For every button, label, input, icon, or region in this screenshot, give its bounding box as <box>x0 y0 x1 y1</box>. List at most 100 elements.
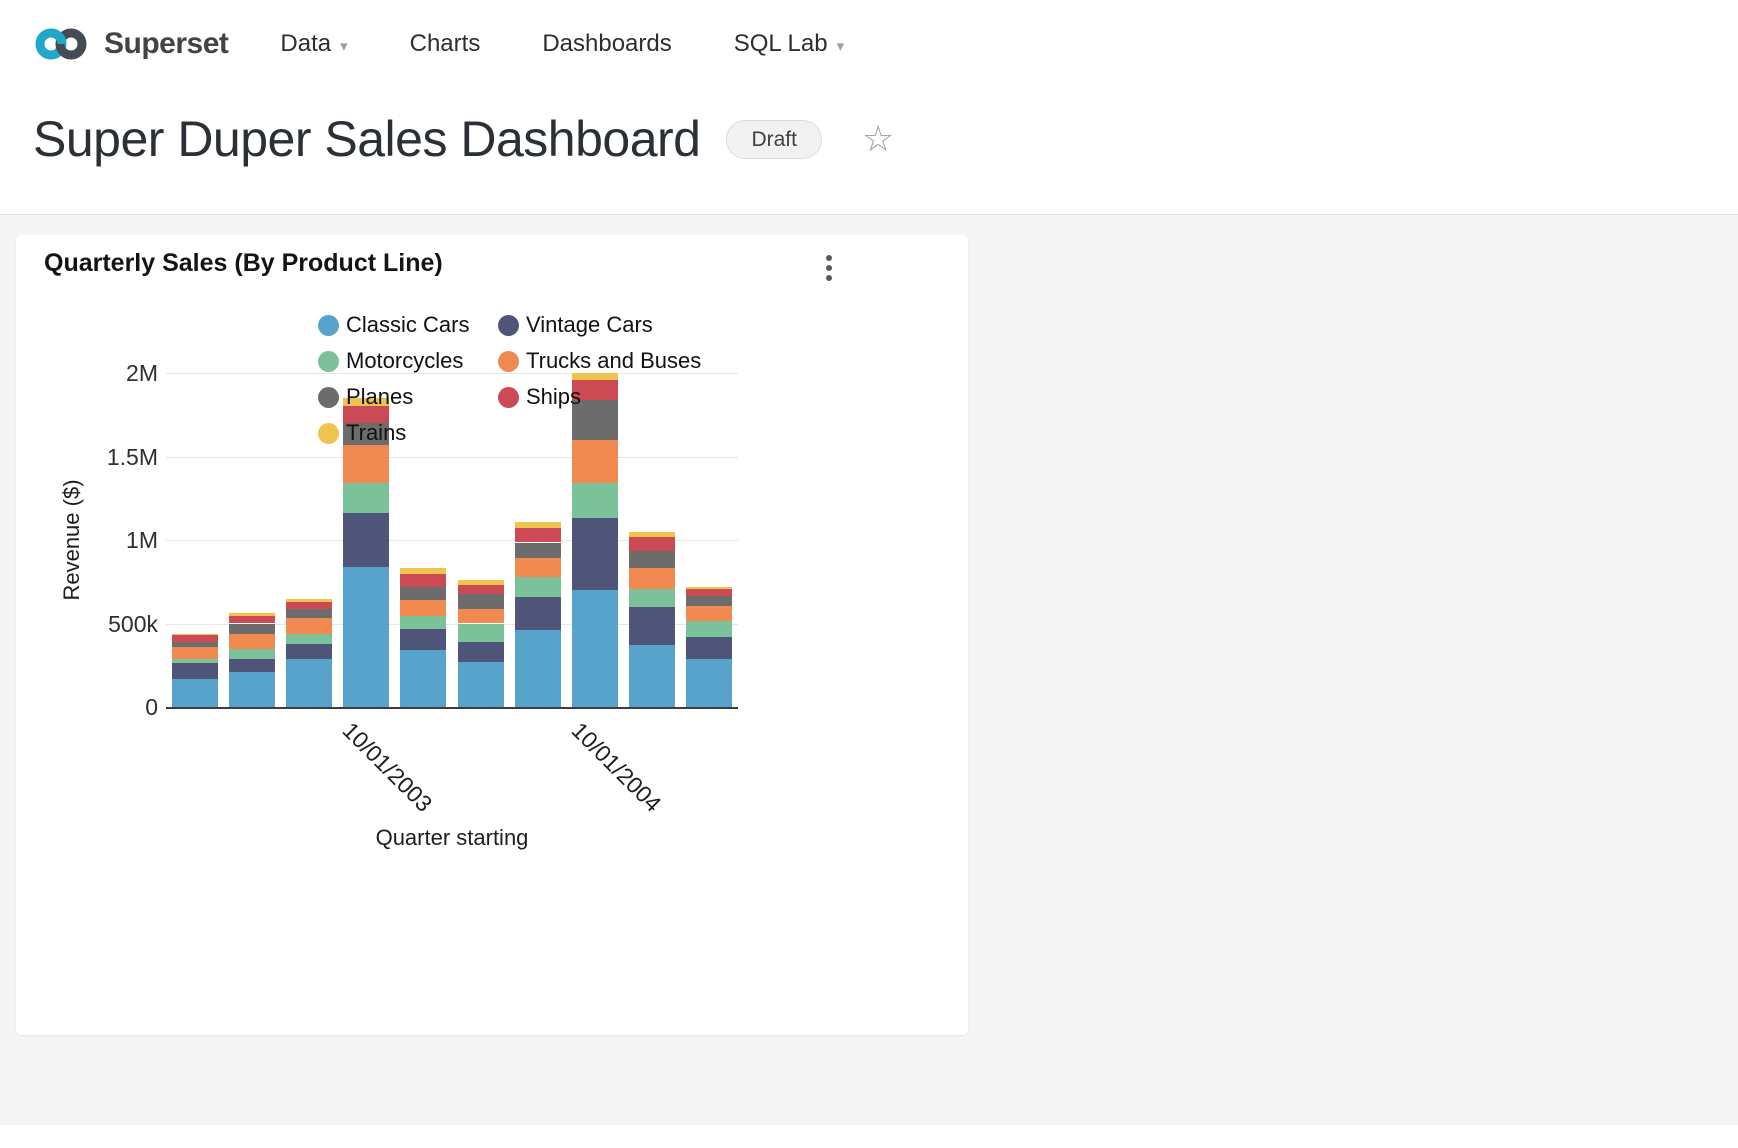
bar-segment-vintage-cars[interactable] <box>171 662 218 679</box>
brand-name: Superset <box>104 27 229 60</box>
bar-segment-motorcycles[interactable] <box>514 576 561 597</box>
bar-segment-vintage-cars[interactable] <box>572 518 618 591</box>
bar-segment-trains[interactable] <box>286 599 332 602</box>
bar-segment-planes[interactable] <box>572 399 618 440</box>
legend-item-trucks-and-buses[interactable]: Trucks and Buses <box>498 348 701 374</box>
bar-segment-ships[interactable] <box>457 585 504 595</box>
bar-segment-classic-cars[interactable] <box>629 645 676 707</box>
bar-segment-classic-cars[interactable] <box>686 658 733 707</box>
bar-segment-planes[interactable] <box>400 586 447 601</box>
bar-segment-planes[interactable] <box>228 623 275 634</box>
bar-segment-ships[interactable] <box>629 536 676 551</box>
bar-segment-trucks-and-buses[interactable] <box>457 609 504 624</box>
chart-card-header: Quarterly Sales (By Product Line) <box>16 235 968 285</box>
bar-segment-trains[interactable] <box>171 633 218 636</box>
bar-segment-planes[interactable] <box>343 423 390 445</box>
bar-segment-planes[interactable] <box>686 595 733 606</box>
y-axis-tick-label: 2M <box>126 360 158 386</box>
y-axis-title: Revenue ($) <box>59 479 84 601</box>
superset-logo[interactable]: Superset <box>30 24 229 64</box>
bar-segment-classic-cars[interactable] <box>457 661 504 707</box>
bar-segment-ships[interactable] <box>228 615 275 624</box>
bar-segment-vintage-cars[interactable] <box>400 628 447 651</box>
bar-segment-trucks-and-buses[interactable] <box>686 605 733 621</box>
bar-segment-vintage-cars[interactable] <box>686 636 733 659</box>
bar-segment-trains[interactable] <box>228 613 275 616</box>
bar-segment-vintage-cars[interactable] <box>343 513 390 567</box>
bar-segment-trains[interactable] <box>629 531 676 537</box>
bar-segment-vintage-cars[interactable] <box>457 641 504 662</box>
bar-segment-motorcycles[interactable] <box>400 615 447 629</box>
bar-segment-trucks-and-buses[interactable] <box>286 617 332 635</box>
page-title: Super Duper Sales Dashboard <box>33 111 701 167</box>
bar-segment-motorcycles[interactable] <box>343 483 390 514</box>
bar-segment-motorcycles[interactable] <box>629 589 676 607</box>
kebab-menu-icon[interactable] <box>822 251 836 285</box>
bar-segment-trucks-and-buses[interactable] <box>572 439 618 484</box>
gridline <box>166 373 738 374</box>
bar-segment-ships[interactable] <box>400 574 447 587</box>
nav-item-dashboards[interactable]: Dashboards <box>542 30 671 58</box>
bar-segment-trains[interactable] <box>457 580 504 586</box>
bar-segment-classic-cars[interactable] <box>572 590 618 707</box>
status-badge: Draft <box>726 119 822 159</box>
bar-segment-trucks-and-buses[interactable] <box>343 444 390 484</box>
bar-segment-classic-cars[interactable] <box>343 566 390 707</box>
bar-segment-trucks-and-buses[interactable] <box>171 646 218 659</box>
nav-item-label: Charts <box>409 30 481 57</box>
bar-segment-planes[interactable] <box>629 550 676 568</box>
bar-segment-ships[interactable] <box>171 635 218 642</box>
bar-segment-vintage-cars[interactable] <box>286 644 332 659</box>
bar-segment-motorcycles[interactable] <box>686 620 733 637</box>
nav-item-sql-lab[interactable]: SQL Lab ▾ <box>734 30 844 58</box>
bar-segment-trains[interactable] <box>400 568 447 575</box>
bar-segment-trains[interactable] <box>572 373 618 380</box>
superset-infinity-icon <box>35 28 87 60</box>
nav-item-label: SQL Lab <box>733 30 828 57</box>
bar-segment-trains[interactable] <box>514 521 561 529</box>
bar-segment-ships[interactable] <box>686 589 733 596</box>
bar-segment-motorcycles[interactable] <box>171 658 218 663</box>
bar-segment-classic-cars[interactable] <box>286 658 332 707</box>
legend-item-ships[interactable]: Ships <box>498 384 581 410</box>
bar-segment-motorcycles[interactable] <box>572 483 618 519</box>
legend-label: Trains <box>346 420 407 445</box>
bar-segment-trucks-and-buses[interactable] <box>629 567 676 590</box>
bar-segment-trucks-and-buses[interactable] <box>514 557 561 577</box>
bar-segment-trains[interactable] <box>343 398 390 407</box>
bar-segment-ships[interactable] <box>343 406 390 424</box>
legend-dot <box>318 350 339 372</box>
bar-segment-ships[interactable] <box>286 601 332 610</box>
bar-segment-motorcycles[interactable] <box>228 649 275 659</box>
y-axis-tick-label: 0 <box>145 694 158 720</box>
bar-segment-trains[interactable] <box>686 586 733 590</box>
gridline <box>166 540 738 541</box>
bar-segment-vintage-cars[interactable] <box>629 606 676 646</box>
bar-segment-trucks-and-buses[interactable] <box>228 633 275 650</box>
legend-item-motorcycles[interactable]: Motorcycles <box>318 348 463 374</box>
favorite-star-icon[interactable]: ☆ <box>861 118 895 159</box>
bar-segment-vintage-cars[interactable] <box>514 596 561 631</box>
x-axis-line <box>166 707 738 709</box>
bar-segment-classic-cars[interactable] <box>400 650 447 707</box>
bar-segment-classic-cars[interactable] <box>514 630 561 707</box>
nav-item-charts[interactable]: Charts <box>410 30 481 58</box>
legend-item-trains[interactable]: Trains <box>318 420 406 446</box>
bar-segment-planes[interactable] <box>514 542 561 558</box>
bar-segment-classic-cars[interactable] <box>171 678 218 707</box>
legend-item-classic-cars[interactable]: Classic Cars <box>318 312 469 338</box>
legend-item-vintage-cars[interactable]: Vintage Cars <box>498 312 653 338</box>
bar-segment-ships[interactable] <box>514 528 561 543</box>
bar-segment-planes[interactable] <box>457 594 504 610</box>
bar-segment-planes[interactable] <box>171 641 218 647</box>
bar-segment-ships[interactable] <box>572 379 618 400</box>
bar-segment-classic-cars[interactable] <box>228 671 275 707</box>
bar-segment-planes[interactable] <box>286 609 332 618</box>
bar-segment-vintage-cars[interactable] <box>228 658 275 672</box>
bar-segment-trucks-and-buses[interactable] <box>400 600 447 616</box>
legend-item-planes[interactable]: Planes <box>318 384 413 410</box>
bar-segment-motorcycles[interactable] <box>286 634 332 645</box>
nav-item-data[interactable]: Data ▾ <box>280 30 347 58</box>
bar-segment-motorcycles[interactable] <box>457 623 504 642</box>
gridline <box>166 623 738 625</box>
